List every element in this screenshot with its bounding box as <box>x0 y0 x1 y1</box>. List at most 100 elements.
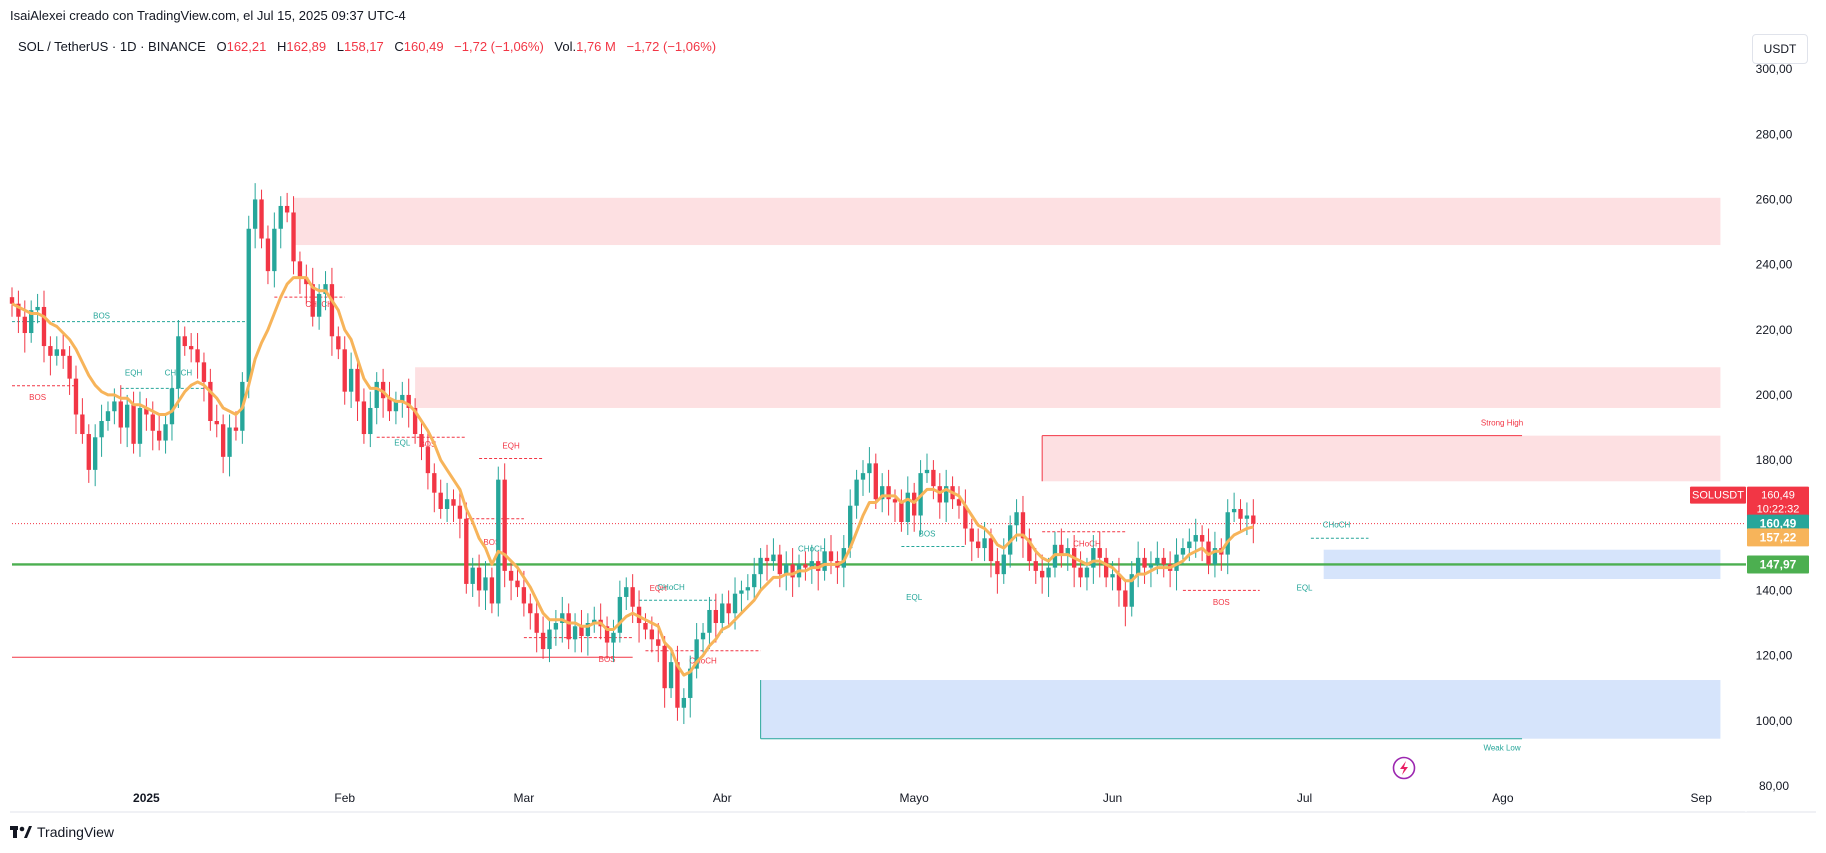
candle[interactable] <box>700 632 706 640</box>
candle[interactable] <box>457 505 463 519</box>
candle[interactable] <box>54 349 59 356</box>
candle[interactable] <box>444 499 450 509</box>
candle[interactable] <box>502 479 507 571</box>
candle[interactable] <box>656 639 661 646</box>
candle[interactable] <box>854 479 859 506</box>
candle[interactable] <box>560 613 565 624</box>
candle[interactable] <box>259 199 264 239</box>
candle[interactable] <box>432 473 437 493</box>
candle[interactable] <box>1001 554 1006 575</box>
candle[interactable] <box>348 368 354 392</box>
candle[interactable] <box>566 613 571 640</box>
candle[interactable] <box>304 277 309 285</box>
candle[interactable] <box>572 626 578 640</box>
candle[interactable] <box>201 362 207 382</box>
candle[interactable] <box>937 486 942 503</box>
candle[interactable] <box>720 603 725 624</box>
candle[interactable] <box>1180 548 1186 555</box>
candle[interactable] <box>604 626 610 643</box>
candle[interactable] <box>291 212 296 262</box>
candle[interactable] <box>35 306 40 311</box>
candle[interactable] <box>1187 541 1192 549</box>
candle[interactable] <box>880 486 885 500</box>
candle[interactable] <box>412 407 418 435</box>
candle[interactable] <box>400 394 405 402</box>
candle[interactable] <box>617 596 623 633</box>
candle[interactable] <box>886 486 891 500</box>
candle[interactable] <box>22 316 27 334</box>
candle[interactable] <box>406 394 411 408</box>
candle[interactable] <box>592 619 597 624</box>
candle[interactable] <box>323 284 328 294</box>
candle[interactable] <box>48 346 53 356</box>
candle[interactable] <box>496 479 501 604</box>
candle[interactable] <box>624 587 629 597</box>
candle[interactable] <box>476 567 482 591</box>
candle[interactable] <box>1027 538 1032 562</box>
candle[interactable] <box>1251 515 1256 524</box>
candle[interactable] <box>297 261 303 278</box>
candle[interactable] <box>368 407 373 435</box>
candle[interactable] <box>521 587 527 604</box>
candle[interactable] <box>579 626 584 637</box>
candle[interactable] <box>342 349 347 392</box>
candle[interactable] <box>1155 557 1160 565</box>
candle[interactable] <box>540 632 546 650</box>
candle[interactable] <box>777 554 782 575</box>
candle[interactable] <box>227 427 232 457</box>
candle[interactable] <box>425 447 431 474</box>
candle[interactable] <box>912 492 917 516</box>
candle[interactable] <box>713 609 719 624</box>
candle[interactable] <box>944 486 949 503</box>
candle[interactable] <box>1110 574 1115 578</box>
candle[interactable] <box>1046 567 1051 578</box>
candle[interactable] <box>982 538 987 549</box>
candle[interactable] <box>118 401 123 428</box>
candle[interactable] <box>1148 564 1154 568</box>
candle[interactable] <box>169 388 175 425</box>
candle[interactable] <box>1123 590 1128 607</box>
candle[interactable] <box>809 561 814 568</box>
symbol-name[interactable]: SOL / TetherUS · 1D · BINANCE <box>18 39 206 54</box>
candle[interactable] <box>688 668 693 698</box>
candle[interactable] <box>758 557 763 575</box>
candle[interactable] <box>1091 548 1096 568</box>
candle[interactable] <box>1014 512 1019 526</box>
candle[interactable] <box>662 645 667 689</box>
candle[interactable] <box>252 199 258 229</box>
candle[interactable] <box>956 499 962 506</box>
candle[interactable] <box>790 564 795 578</box>
candle[interactable] <box>528 603 533 614</box>
candle[interactable] <box>470 567 475 584</box>
candle[interactable] <box>931 469 936 487</box>
candle[interactable] <box>585 623 591 637</box>
candle[interactable] <box>80 414 85 435</box>
candle[interactable] <box>86 434 91 470</box>
candle[interactable] <box>905 492 910 523</box>
candle[interactable] <box>752 574 757 588</box>
candle[interactable] <box>1193 535 1198 542</box>
candle[interactable] <box>732 593 738 614</box>
candle[interactable] <box>1161 557 1166 565</box>
candle[interactable] <box>1059 544 1064 555</box>
candle[interactable] <box>41 306 47 347</box>
candle[interactable] <box>336 336 341 350</box>
candle[interactable] <box>67 355 72 379</box>
candle[interactable] <box>393 401 399 412</box>
candle[interactable] <box>1212 548 1218 565</box>
candle[interactable] <box>61 349 66 356</box>
candle[interactable] <box>176 336 181 389</box>
candle[interactable] <box>1033 561 1038 571</box>
candle[interactable] <box>29 310 34 334</box>
candle[interactable] <box>963 505 968 529</box>
candle[interactable] <box>137 407 143 444</box>
candle[interactable] <box>278 205 283 229</box>
candle[interactable] <box>16 303 21 317</box>
candle[interactable] <box>694 639 699 669</box>
candle[interactable] <box>995 561 1000 575</box>
candle[interactable] <box>163 424 168 441</box>
candle[interactable] <box>630 587 635 607</box>
candle[interactable] <box>1084 567 1090 578</box>
candle[interactable] <box>892 499 898 503</box>
